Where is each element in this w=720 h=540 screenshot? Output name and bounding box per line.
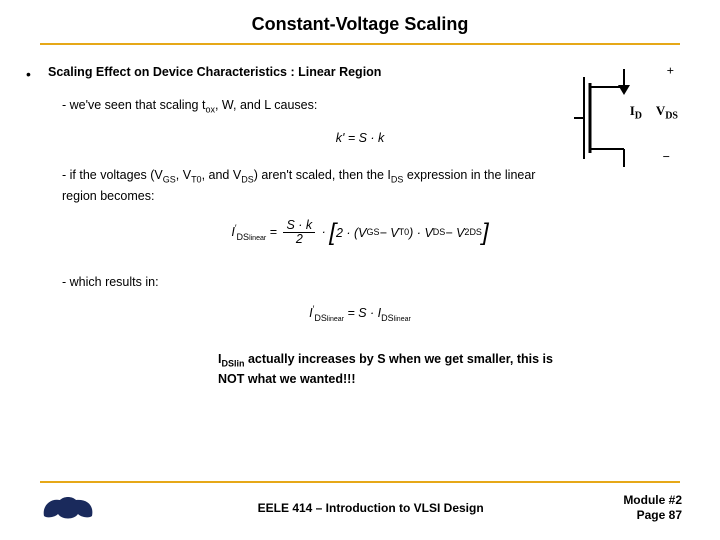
p2-d: ) aren't scaled, then the I (254, 168, 391, 182)
conclusion: IDSlin actually increases by S when we g… (218, 351, 578, 386)
para-1: - we've seen that scaling tox, W, and L … (62, 96, 552, 117)
eq2-in1: 2 · (V (336, 224, 367, 243)
eq2-in3: ) · V (409, 224, 433, 243)
eq2-gs: GS (367, 226, 380, 240)
eq2: I′DSlinear = S · k 2 · [ 2 · (VGS − VT0)… (231, 219, 488, 246)
eq2-in2: − V (380, 224, 399, 243)
equation-2: I′DSlinear = S · k 2 · [ 2 · (VGS − VT0)… (48, 219, 672, 246)
cat-logo-icon (38, 494, 98, 522)
p2-c: , and V (202, 168, 242, 182)
mosfet-plus: + (667, 61, 674, 81)
eq2-lb: [ (329, 221, 336, 245)
logo (38, 494, 118, 522)
footer-row: EELE 414 – Introduction to VLSI Design M… (38, 493, 682, 524)
footer: EELE 414 – Introduction to VLSI Design M… (0, 481, 720, 524)
eq2-eq: = (270, 225, 281, 239)
eq1: k' = S · k (336, 129, 385, 148)
bullet-dot: • (26, 64, 31, 85)
eq2-t0: T0 (399, 226, 410, 240)
p2-s2: T0 (191, 174, 202, 184)
eq2-bracket: [ 2 · (VGS − VT0) · VDS − V2DS ] (329, 221, 488, 245)
eq2-rb: ] (482, 221, 489, 245)
footer-divider (40, 481, 680, 483)
module-page: Module #2 Page 87 (623, 493, 682, 524)
eq3-s2: DSlinear (381, 313, 411, 323)
slide-title: Constant-Voltage Scaling (0, 0, 720, 43)
equation-3: I′DSlinear = S · IDSlinear (48, 303, 672, 325)
eq2-ds: DSlinear (237, 232, 267, 242)
concl-sub: DSlin (221, 359, 244, 369)
eq3: I′DSlinear = S · IDSlinear (309, 303, 411, 325)
p1-sub: ox (205, 104, 215, 114)
title-divider (40, 43, 680, 45)
para-3: - which results in: (62, 273, 552, 292)
p1-pre: - we've seen that scaling t (62, 98, 205, 112)
module-label: Module #2 (623, 493, 682, 509)
course-title: EELE 414 – Introduction to VLSI Design (118, 501, 623, 515)
eq2-frac: S · k 2 (283, 219, 315, 246)
eq3-eq: = S · I (347, 306, 381, 320)
mosfet-minus: − (663, 147, 670, 167)
mosfet-diagram: + ID VDS − (570, 63, 680, 175)
eq2-num: S · k (283, 219, 315, 233)
p2-b: , V (176, 168, 191, 182)
mosfet-id: ID (630, 101, 642, 124)
para-2: - if the voltages (VGS, VT0, and VDS) ar… (62, 166, 552, 206)
eq2-ds2: DS (433, 226, 446, 240)
p2-s4: DS (391, 174, 404, 184)
page-label: Page 87 (623, 508, 682, 524)
concl-text: actually increases by S when we get smal… (218, 352, 553, 385)
content-area: • Scaling Effect on Device Characteristi… (48, 63, 672, 387)
eq2-in4: − V (445, 224, 464, 243)
p2-s3: DS (241, 174, 254, 184)
p2-s1: GS (163, 174, 176, 184)
eq2-ds3: DS (469, 226, 482, 240)
mosfet-vds: VDS (656, 101, 678, 124)
p2-a: - if the voltages (V (62, 168, 163, 182)
eq3-s: DSlinear (314, 313, 344, 323)
eq2-den: 2 (293, 233, 306, 246)
p1-end: , W, and L causes: (215, 98, 317, 112)
